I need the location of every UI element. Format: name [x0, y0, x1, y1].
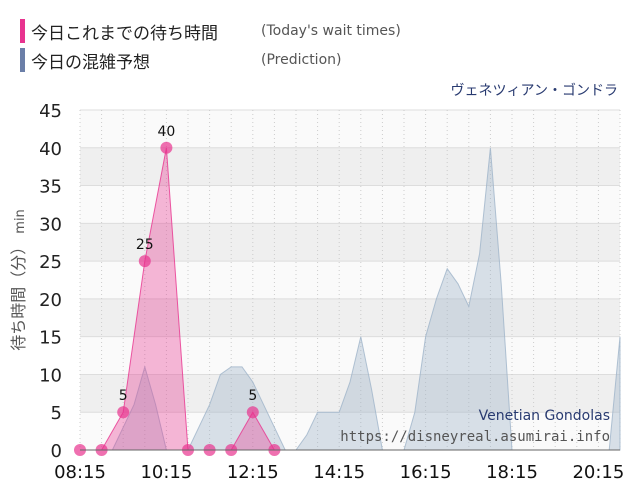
y-tick-label: 35 — [39, 177, 62, 198]
legend-label-prediction-en: (Prediction) — [261, 52, 342, 68]
attraction-name: ヴェネツィアン・ゴンドラ — [450, 83, 618, 99]
x-tick-label: 14:15 — [313, 462, 365, 483]
y-tick-label: 40 — [39, 139, 62, 160]
y-tick-label: 25 — [39, 252, 62, 273]
plot-band — [80, 298, 620, 337]
legend-item-prediction: 今日の混雑予想 (Prediction) — [20, 47, 341, 73]
data-label: 25 — [136, 237, 154, 253]
legend-item-today: 今日これまでの待ち時間 (Today's wait times) — [20, 18, 401, 44]
watermark-url: https://disneyreal.asumirai.info — [340, 429, 610, 445]
legend-swatch-prediction — [20, 48, 25, 72]
watermark-name: Venetian Gondolas — [479, 408, 610, 424]
plot-band — [80, 223, 620, 262]
legend-label-today-jp: 今日これまでの待ち時間 — [31, 23, 218, 44]
today-point — [117, 406, 130, 419]
today-point — [160, 141, 173, 154]
today-point — [138, 255, 151, 268]
y-tick-label: 5 — [51, 403, 62, 424]
x-tick-label: 08:15 — [54, 462, 106, 483]
x-tick-label: 10:15 — [140, 462, 192, 483]
y-tick-label: 20 — [39, 290, 62, 311]
today-point — [246, 406, 259, 419]
legend-label-today-en: (Today's wait times) — [261, 23, 401, 39]
y-axis-unit: min — [13, 209, 28, 234]
y-tick-label: 10 — [39, 365, 62, 386]
x-tick-label: 18:15 — [486, 462, 538, 483]
plot-band — [80, 147, 620, 186]
data-label: 5 — [248, 388, 257, 404]
y-tick-label: 45 — [39, 101, 62, 122]
x-tick-label: 12:15 — [227, 462, 279, 483]
y-tick-label: 0 — [51, 441, 62, 462]
y-axis-label: 待ち時間（分） min — [9, 209, 28, 351]
y-tick-label: 30 — [39, 214, 62, 235]
data-label: 40 — [157, 124, 175, 140]
y-tick-label: 15 — [39, 328, 62, 349]
legend-swatch-today — [20, 19, 25, 43]
legend-label-prediction-jp: 今日の混雑予想 — [31, 52, 150, 73]
x-tick-label: 16:15 — [400, 462, 452, 483]
x-tick-label: 20:15 — [572, 462, 624, 483]
data-label: 5 — [119, 388, 128, 404]
